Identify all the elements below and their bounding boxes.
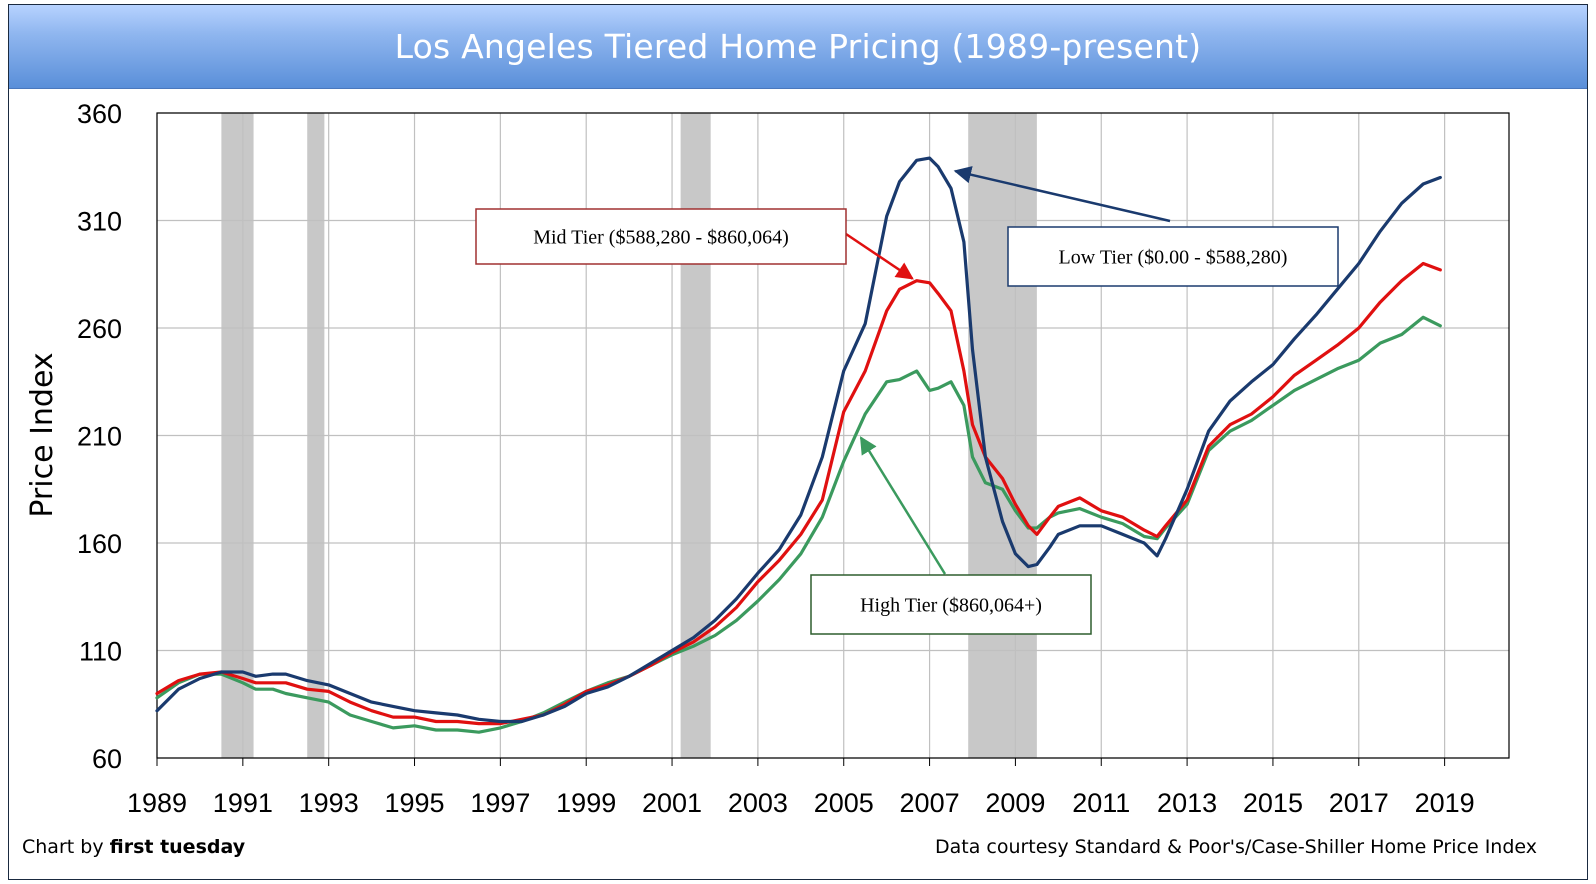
x-tick-label-13: 2015 bbox=[1243, 788, 1303, 818]
x-tick-label-6: 2001 bbox=[642, 788, 702, 818]
footer-credit-brand: first tuesday bbox=[110, 836, 246, 858]
annotations: Mid Tier ($588,280 - $860,064) Low Tier (… bbox=[475, 166, 1339, 635]
x-tick-label-9: 2007 bbox=[900, 788, 960, 818]
annotation-box-mid bbox=[475, 208, 847, 265]
footer-credit-prefix: Chart by bbox=[22, 836, 110, 858]
x-tick-label-15: 2019 bbox=[1415, 788, 1475, 818]
x-tick-label-14: 2017 bbox=[1329, 788, 1389, 818]
annotation-box-low bbox=[1007, 226, 1339, 287]
x-tick-label-0: 1989 bbox=[127, 788, 187, 818]
y-tick-label-6: 360 bbox=[77, 99, 122, 129]
footer-credit: Chart by first tuesday bbox=[22, 836, 246, 858]
y-axis-label: Price Index bbox=[25, 352, 60, 517]
series-lines bbox=[155, 156, 1442, 734]
y-tick-label-1: 110 bbox=[79, 637, 122, 667]
x-tick-label-1: 1991 bbox=[213, 788, 273, 818]
annotation-box-high bbox=[810, 574, 1092, 635]
y-tick-label-3: 210 bbox=[77, 422, 122, 452]
x-tick-labels: 1989 1991 1993 1995 1997 1999 2001 2003 2005 2007… bbox=[127, 788, 1475, 818]
y-tick-label-4: 260 bbox=[77, 314, 122, 344]
x-tick-label-8: 2005 bbox=[814, 788, 874, 818]
x-tick-label-11: 2011 bbox=[1072, 788, 1130, 818]
annotation-arrow-mid bbox=[845, 232, 914, 280]
annotation-arrow-low bbox=[953, 166, 1171, 223]
x-tick-label-10: 2009 bbox=[985, 788, 1045, 818]
x-tick-label-4: 1997 bbox=[470, 788, 530, 818]
footer-data-source: Data courtesy Standard & Poor's/Case-Shi… bbox=[935, 836, 1537, 858]
title-bar: Los Angeles Tiered Home Pricing (1989-pr… bbox=[9, 5, 1587, 89]
x-tick-label-5: 1999 bbox=[556, 788, 616, 818]
annotation-label-mid: Mid Tier ($588,280 - $860,064) bbox=[533, 227, 789, 249]
series-line-low bbox=[155, 156, 1442, 724]
x-tick-label-3: 1995 bbox=[384, 788, 444, 818]
annotation-label-high: High Tier ($860,064+) bbox=[860, 595, 1042, 617]
x-tick-label-7: 2003 bbox=[728, 788, 788, 818]
x-tick-label-2: 1993 bbox=[299, 788, 359, 818]
annotation-label-low: Low Tier ($0.00 - $588,280) bbox=[1059, 247, 1288, 269]
annotation-arrow-high bbox=[859, 436, 947, 575]
y-tick-label-5: 310 bbox=[77, 207, 122, 237]
chart-title: Los Angeles Tiered Home Pricing (1989-pr… bbox=[394, 27, 1202, 66]
plot-border bbox=[156, 112, 1510, 759]
x-tick-label-12: 2013 bbox=[1157, 788, 1217, 818]
series-line-mid bbox=[155, 261, 1442, 726]
y-tick-label-0: 60 bbox=[92, 744, 122, 774]
y-tick-label-2: 160 bbox=[77, 529, 122, 559]
y-tick-labels: 60 110 160 210 260 310 360 bbox=[77, 99, 122, 774]
